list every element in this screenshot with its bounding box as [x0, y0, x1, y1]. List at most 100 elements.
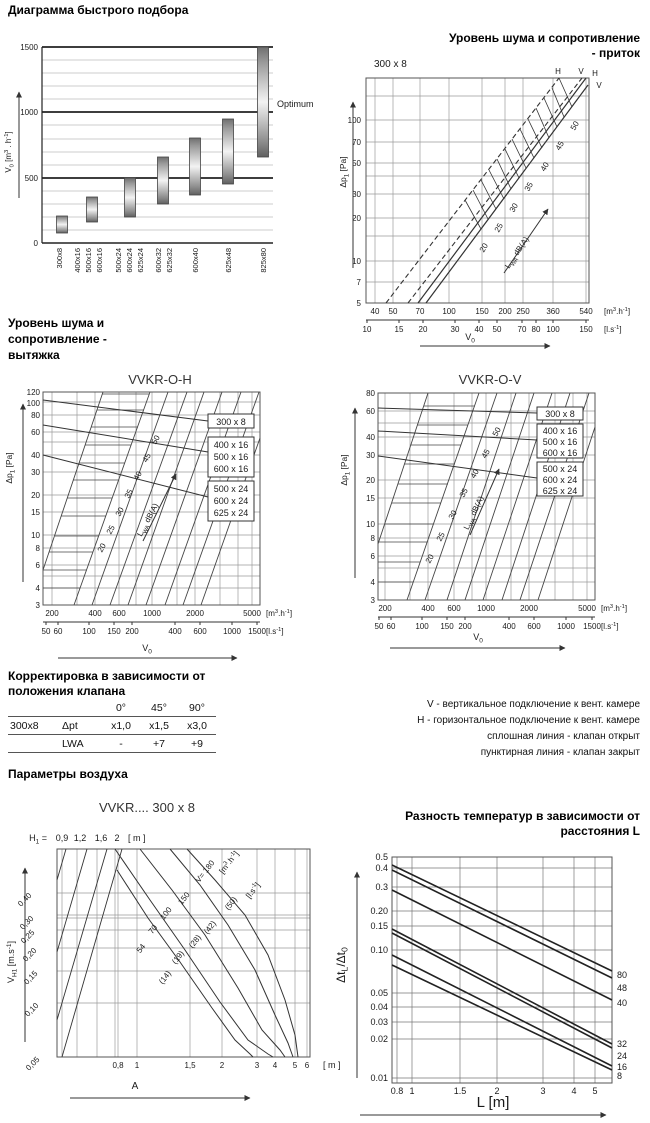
svg-text:VH1 [m.s-1]: VH1 [m.s-1] — [6, 941, 19, 983]
svg-text:30: 30 — [366, 451, 375, 460]
svg-text:500x24: 500x24 — [114, 248, 123, 273]
svg-text:30: 30 — [447, 508, 459, 521]
svg-text:2000: 2000 — [520, 604, 538, 613]
svg-text:0.5: 0.5 — [375, 852, 388, 862]
svg-text:2000: 2000 — [186, 609, 204, 618]
svg-text:500x16: 500x16 — [84, 248, 93, 273]
svg-text:30: 30 — [508, 201, 521, 214]
svg-text:600: 600 — [112, 609, 126, 618]
svg-text:1500: 1500 — [248, 627, 266, 636]
svg-text:0,05: 0,05 — [24, 1055, 42, 1073]
svg-text:600x40: 600x40 — [191, 248, 200, 273]
dpt-0deg: x1,0 — [102, 716, 140, 735]
svg-text:360: 360 — [546, 307, 560, 316]
heading-correction-line1: Корректировка в зависимости от — [8, 669, 206, 683]
svg-text:625 x 24: 625 x 24 — [543, 486, 578, 496]
svg-text:0,8: 0,8 — [112, 1061, 124, 1070]
svg-text:600 x 16: 600 x 16 — [543, 448, 578, 458]
svg-text:600: 600 — [447, 604, 461, 613]
svg-text:25: 25 — [105, 523, 117, 536]
svg-text:0: 0 — [34, 239, 39, 248]
svg-text:100: 100 — [27, 399, 41, 408]
svg-text:VVKR-O-V: VVKR-O-V — [459, 372, 522, 387]
svg-text:1,5: 1,5 — [184, 1061, 196, 1070]
svg-text:25: 25 — [493, 221, 506, 234]
svg-text:(50): (50) — [223, 895, 239, 912]
svg-text:500: 500 — [25, 174, 39, 183]
svg-text:V= 180: V= 180 — [194, 858, 217, 884]
note-solid-line: сплошная линия - клапан открыт — [487, 731, 640, 742]
svg-text:[l.s-1]: [l.s-1] — [604, 325, 622, 334]
svg-text:10: 10 — [366, 520, 375, 529]
svg-text:5: 5 — [592, 1086, 597, 1096]
svg-text:400x16: 400x16 — [73, 248, 82, 273]
svg-text:3: 3 — [255, 1061, 260, 1070]
row-param-lwa: LWA — [60, 734, 102, 753]
svg-text:400 x 16: 400 x 16 — [214, 440, 249, 450]
svg-text:400: 400 — [502, 622, 516, 631]
svg-text:LWA dB(A): LWA dB(A) — [462, 494, 488, 532]
svg-text:20: 20 — [352, 214, 361, 223]
svg-text:Δp1 [Pa]: Δp1 [Pa] — [339, 454, 351, 485]
heading-noise-exhaust-line3: вытяжка — [8, 348, 60, 362]
heading-temp-difference-line2: расстояния L — [560, 824, 640, 838]
svg-text:70: 70 — [416, 307, 425, 316]
svg-text:45: 45 — [554, 139, 567, 152]
chart-air-parameters: 0,8 1 1,5 2 3 4 5 6 VVKR.... 300 x 8 H1 = 0,9 1,2 1,… — [6, 800, 341, 1101]
svg-text:50: 50 — [352, 159, 361, 168]
correction-table: 0° 45° 90° 300x8 Δpt x1,0 x1,5 x3,0 LWA … — [8, 699, 216, 753]
svg-text:1.5: 1.5 — [454, 1086, 467, 1096]
svg-text:600: 600 — [527, 622, 541, 631]
table-row: LWA - +7 +9 — [8, 734, 216, 753]
table-row: 300x8 Δpt x1,0 x1,5 x3,0 — [8, 716, 216, 735]
note-horizontal-connection: H - горизонтальное подключение к вент. к… — [417, 715, 640, 726]
svg-text:500 x 16: 500 x 16 — [214, 452, 249, 462]
svg-text:[l.s-1]: [l.s-1] — [266, 627, 284, 636]
svg-text:A: A — [132, 1081, 139, 1092]
svg-text:200: 200 — [498, 307, 512, 316]
svg-text:4: 4 — [273, 1061, 278, 1070]
svg-text:60: 60 — [387, 622, 396, 631]
svg-text:H: H — [592, 69, 598, 78]
heading-noise-supply-line1: Уровень шума и сопротивление — [449, 31, 640, 45]
svg-text:100: 100 — [158, 905, 174, 921]
svg-text:5000: 5000 — [243, 609, 261, 618]
svg-text:625x48: 625x48 — [224, 248, 233, 273]
svg-text:1500: 1500 — [20, 43, 38, 52]
svg-text:60: 60 — [366, 407, 375, 416]
svg-text:[m3.h-1]: [m3.h-1] — [601, 604, 627, 613]
svg-text:150: 150 — [440, 622, 454, 631]
svg-text:20: 20 — [31, 491, 40, 500]
svg-text:300 x 8: 300 x 8 — [216, 417, 246, 427]
svg-text:40: 40 — [366, 433, 375, 442]
svg-text:100: 100 — [348, 116, 362, 125]
svg-text:35: 35 — [458, 486, 470, 499]
svg-text:1: 1 — [135, 1061, 140, 1070]
svg-text:200: 200 — [458, 622, 472, 631]
svg-text:50: 50 — [569, 119, 582, 132]
lwa-90deg: +9 — [178, 734, 216, 753]
svg-text:40: 40 — [539, 160, 552, 173]
svg-text:20: 20 — [478, 241, 491, 254]
heading-noise-exhaust-line2: сопротивление - — [8, 332, 107, 346]
heading-noise-exhaust: Уровень шума и сопротивление - вытяжка — [8, 315, 107, 363]
svg-text:6: 6 — [305, 1061, 310, 1070]
svg-text:5000: 5000 — [578, 604, 596, 613]
svg-text:[ m ]: [ m ] — [128, 833, 146, 843]
svg-text:Δp1 [Pa]: Δp1 [Pa] — [338, 156, 350, 187]
svg-text:10: 10 — [31, 531, 40, 540]
svg-text:1000: 1000 — [143, 609, 161, 618]
svg-text:0.15: 0.15 — [370, 921, 388, 931]
svg-text:0,10: 0,10 — [23, 1001, 41, 1019]
svg-text:8: 8 — [617, 1071, 622, 1081]
svg-text:[m3.h-1]: [m3.h-1] — [266, 609, 292, 618]
svg-text:H: H — [555, 67, 561, 76]
svg-text:4: 4 — [571, 1086, 576, 1096]
svg-text:2: 2 — [114, 833, 119, 843]
svg-text:[m3.h-1]: [m3.h-1] — [217, 849, 240, 875]
svg-text:VVKR-O-H: VVKR-O-H — [128, 372, 192, 387]
svg-text:625x32: 625x32 — [165, 248, 174, 273]
heading-noise-supply: Уровень шума и сопротивление - приток — [320, 31, 640, 61]
heading-air-parameters: Параметры воздуха — [8, 767, 128, 781]
